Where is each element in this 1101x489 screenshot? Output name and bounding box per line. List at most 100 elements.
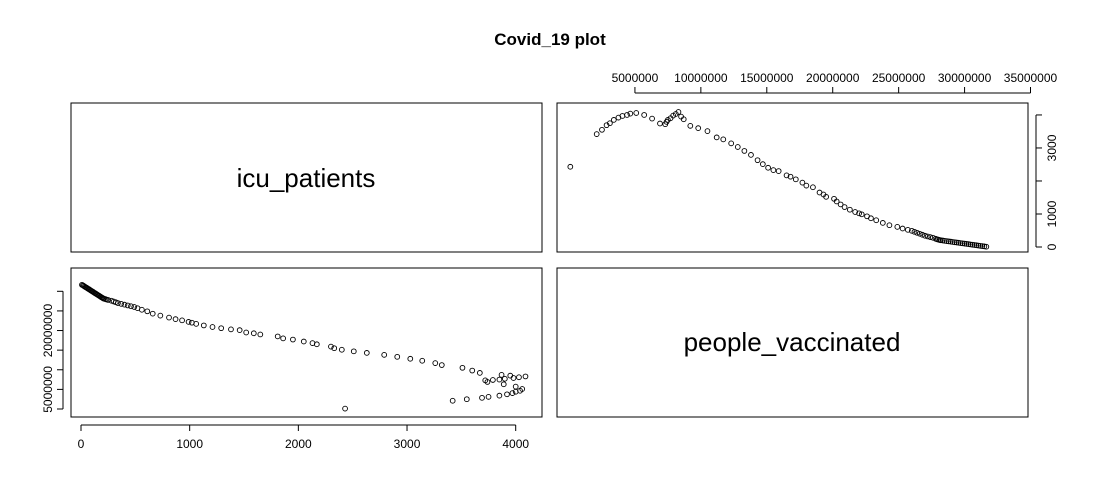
scatter-point-vaccinated-vs-icu bbox=[981, 243, 988, 250]
scatter-point-icu-vs-vaccinated bbox=[516, 374, 522, 381]
scatter-point-icu-vs-vaccinated bbox=[509, 390, 516, 396]
scatter-point-vaccinated-vs-icu bbox=[953, 239, 960, 246]
scatter-point-icu-vs-vaccinated bbox=[381, 352, 388, 358]
scatter-point-vaccinated-vs-icu bbox=[886, 222, 893, 229]
scatter-point-vaccinated-vs-icu bbox=[858, 211, 865, 218]
scatter-point-icu-vs-vaccinated bbox=[118, 301, 125, 307]
scatter-point-icu-vs-vaccinated bbox=[124, 302, 131, 309]
scatter-point-icu-vs-vaccinated bbox=[394, 353, 401, 360]
scatter-point-vaccinated-vs-icu bbox=[961, 240, 968, 247]
tick-label-right: 0 bbox=[1045, 243, 1059, 250]
scatter-point-vaccinated-vs-icu bbox=[759, 161, 766, 167]
scatter-point-vaccinated-vs-icu bbox=[963, 241, 970, 247]
scatter-point-icu-vs-vaccinated bbox=[166, 314, 172, 321]
scatter-point-vaccinated-vs-icu bbox=[823, 193, 829, 200]
scatter-point-vaccinated-vs-icu bbox=[922, 232, 928, 239]
scatter-point-vaccinated-vs-icu bbox=[983, 243, 990, 250]
scatter-point-vaccinated-vs-icu bbox=[911, 228, 918, 235]
scatter-point-icu-vs-vaccinated bbox=[331, 345, 338, 352]
points-layer bbox=[79, 109, 990, 412]
scatter-point-icu-vs-vaccinated bbox=[228, 326, 234, 333]
scatter-point-vaccinated-vs-icu bbox=[939, 237, 946, 244]
scatter-point-icu-vs-vaccinated bbox=[519, 386, 526, 392]
scatter-point-icu-vs-vaccinated bbox=[172, 316, 179, 323]
diagonal-label-people-vaccinated: people_vaccinated bbox=[684, 327, 901, 357]
tick-label-bottom: 0 bbox=[78, 437, 85, 451]
scatter-point-vaccinated-vs-icu bbox=[868, 215, 874, 222]
scatter-point-vaccinated-vs-icu bbox=[657, 120, 663, 127]
scatter-point-vaccinated-vs-icu bbox=[728, 140, 735, 147]
scatter-point-icu-vs-vaccinated bbox=[309, 340, 316, 346]
scatter-point-icu-vs-vaccinated bbox=[498, 372, 505, 378]
scatter-point-vaccinated-vs-icu bbox=[967, 241, 974, 248]
scatter-point-icu-vs-vaccinated bbox=[496, 376, 503, 383]
scatter-point-vaccinated-vs-icu bbox=[945, 238, 952, 245]
scatter-point-vaccinated-vs-icu bbox=[680, 116, 687, 123]
scatter-point-icu-vs-vaccinated bbox=[363, 350, 370, 356]
scatter-point-icu-vs-vaccinated bbox=[482, 377, 489, 384]
scatter-point-icu-vs-vaccinated bbox=[179, 317, 185, 324]
scatter-point-vaccinated-vs-icu bbox=[894, 224, 901, 230]
panel-bottom-right bbox=[556, 267, 1029, 418]
tick-label-top: 35000000 bbox=[1004, 71, 1058, 85]
scatter-point-icu-vs-vaccinated bbox=[512, 383, 519, 390]
scatter-point-icu-vs-vaccinated bbox=[79, 281, 85, 288]
panel-top-right bbox=[556, 102, 1029, 253]
scatter-point-vaccinated-vs-icu bbox=[879, 220, 886, 226]
scatter-point-icu-vs-vaccinated bbox=[236, 327, 243, 333]
scatter-point-vaccinated-vs-icu bbox=[599, 126, 605, 133]
scatter-point-icu-vs-vaccinated bbox=[300, 338, 307, 345]
scatter-point-vaccinated-vs-icu bbox=[927, 234, 934, 240]
scatter-point-vaccinated-vs-icu bbox=[765, 164, 771, 171]
scatter-point-icu-vs-vaccinated bbox=[419, 357, 426, 364]
scatter-point-vaccinated-vs-icu bbox=[947, 238, 954, 245]
scatter-point-icu-vs-vaccinated bbox=[200, 322, 207, 329]
scatter-point-vaccinated-vs-icu bbox=[924, 233, 931, 240]
tick-label-right: 1000 bbox=[1045, 200, 1059, 227]
scatter-point-icu-vs-vaccinated bbox=[149, 310, 156, 317]
scatter-point-icu-vs-vaccinated bbox=[490, 377, 496, 383]
scatter-point-icu-vs-vaccinated bbox=[476, 370, 483, 376]
scatter-point-vaccinated-vs-icu bbox=[977, 242, 984, 249]
scatter-point-vaccinated-vs-icu bbox=[971, 242, 978, 248]
scatter-point-vaccinated-vs-icu bbox=[649, 115, 655, 122]
tick-label-top: 15000000 bbox=[740, 71, 794, 85]
tick-label-left: 5000000 bbox=[41, 366, 55, 413]
scatter-point-vaccinated-vs-icu bbox=[873, 217, 880, 224]
scatter-point-icu-vs-vaccinated bbox=[185, 319, 192, 325]
scatter-point-vaccinated-vs-icu bbox=[787, 173, 794, 180]
scatter-point-vaccinated-vs-icu bbox=[943, 238, 950, 244]
scatter-point-vaccinated-vs-icu bbox=[748, 152, 754, 158]
scatter-point-icu-vs-vaccinated bbox=[407, 355, 414, 362]
scatter-point-icu-vs-vaccinated bbox=[243, 329, 250, 336]
scatter-point-icu-vs-vaccinated bbox=[438, 362, 445, 368]
panel-bottom-left bbox=[70, 267, 543, 418]
scatter-point-icu-vs-vaccinated bbox=[504, 391, 510, 398]
scatter-point-vaccinated-vs-icu bbox=[941, 237, 948, 244]
scatter-point-vaccinated-vs-icu bbox=[957, 240, 964, 246]
scatter-point-vaccinated-vs-icu bbox=[734, 144, 741, 150]
scatter-point-icu-vs-vaccinated bbox=[250, 330, 257, 337]
scatter-point-icu-vs-vaccinated bbox=[459, 364, 466, 371]
tick-label-top: 10000000 bbox=[674, 71, 728, 85]
scatter-point-icu-vs-vaccinated bbox=[209, 324, 216, 330]
scatter-point-icu-vs-vaccinated bbox=[496, 392, 503, 399]
tick-label-top: 5000000 bbox=[612, 71, 659, 85]
scatter-point-icu-vs-vaccinated bbox=[338, 346, 345, 353]
scatter-point-icu-vs-vaccinated bbox=[463, 396, 470, 403]
scatter-point-icu-vs-vaccinated bbox=[157, 312, 164, 319]
scatter-point-vaccinated-vs-icu bbox=[852, 209, 858, 215]
scatter-point-icu-vs-vaccinated bbox=[485, 393, 492, 400]
tick-label-bottom: 4000 bbox=[502, 437, 529, 451]
tick-label-top: 30000000 bbox=[938, 71, 992, 85]
scatter-point-vaccinated-vs-icu bbox=[741, 148, 748, 154]
scatter-point-vaccinated-vs-icu bbox=[695, 125, 702, 132]
scatter-point-vaccinated-vs-icu bbox=[841, 204, 848, 210]
scatter-point-icu-vs-vaccinated bbox=[280, 335, 286, 342]
scatter-point-icu-vs-vaccinated bbox=[131, 304, 138, 310]
tick-label-bottom: 2000 bbox=[285, 437, 312, 451]
tick-label-top: 20000000 bbox=[806, 71, 860, 85]
scatter-point-icu-vs-vaccinated bbox=[257, 331, 264, 338]
scatter-point-vaccinated-vs-icu bbox=[908, 227, 915, 234]
